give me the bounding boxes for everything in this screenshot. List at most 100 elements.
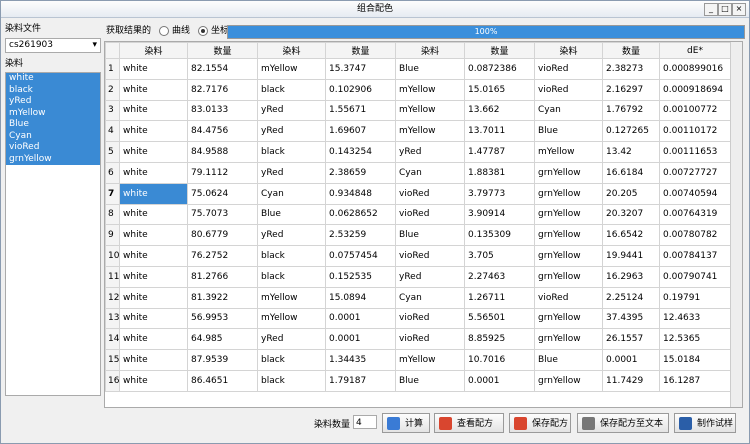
table-cell[interactable]: 86.4651 [187, 369, 258, 392]
table-cell[interactable]: white [119, 141, 188, 163]
table-cell[interactable]: 1.26711 [464, 286, 535, 309]
table-cell[interactable]: 0.102906 [325, 78, 396, 101]
table-cell[interactable]: Blue [257, 203, 326, 226]
table-cell[interactable]: 0.000899016 [659, 58, 731, 80]
table-cell[interactable]: Blue [534, 349, 603, 371]
table-cell[interactable]: 0.000918694 [659, 78, 731, 101]
table-cell[interactable]: Cyan [395, 286, 465, 309]
table-cell[interactable]: Blue [395, 224, 465, 247]
table-cell[interactable]: white [119, 120, 188, 143]
table-cell[interactable]: mYellow [395, 349, 465, 371]
table-cell[interactable]: 16.6542 [602, 224, 660, 247]
table-cell[interactable]: Cyan [257, 182, 326, 205]
table-cell[interactable]: 1.79187 [325, 369, 396, 392]
dye-item[interactable]: Blue [6, 119, 100, 131]
table-cell[interactable]: white [119, 203, 188, 226]
table-cell[interactable]: 56.9953 [187, 307, 258, 330]
table-cell[interactable]: 8.85925 [464, 328, 535, 351]
maximize[interactable]: □ [718, 3, 732, 16]
dye-item[interactable]: white [6, 73, 100, 85]
table-cell[interactable]: white [119, 99, 188, 122]
table-cell[interactable]: 0.00740594 [659, 182, 731, 205]
button-label[interactable]: 计算 [405, 419, 424, 429]
button[interactable]: 保存配方至文本 [577, 413, 669, 433]
table-cell[interactable]: grnYellow [534, 182, 603, 205]
file-combo[interactable]: cs261903 ▾ [5, 38, 101, 53]
table-cell[interactable]: 1.88381 [464, 161, 535, 184]
table-cell[interactable]: 5.56501 [464, 307, 535, 330]
table-cell[interactable]: 1.34435 [325, 349, 396, 371]
table-cell[interactable]: 0.0001 [325, 328, 396, 351]
table-cell[interactable]: 15.3747 [325, 58, 396, 80]
table-cell[interactable]: white [119, 245, 188, 267]
table-cell[interactable]: 13.42 [602, 141, 660, 163]
table-cell[interactable]: 79.1112 [187, 161, 258, 184]
table-cell[interactable]: 0.0001 [464, 369, 535, 392]
dye-item[interactable]: mYellow [6, 107, 100, 119]
table-cell[interactable]: black [257, 369, 326, 392]
table-cell[interactable]: 10.7016 [464, 349, 535, 371]
table-cell[interactable]: 81.2766 [187, 265, 258, 288]
table-cell[interactable]: black [257, 141, 326, 163]
table-cell[interactable]: 2.16297 [602, 78, 660, 101]
table-cell[interactable]: 0.127265 [602, 120, 660, 143]
table-cell[interactable]: black [257, 78, 326, 101]
table-cell[interactable]: 84.9588 [187, 141, 258, 163]
table-cell[interactable]: 11.7429 [602, 369, 660, 392]
table-cell[interactable]: 13.662 [464, 99, 535, 122]
table-cell[interactable]: black [257, 265, 326, 288]
table-cell[interactable]: 0.152535 [325, 265, 396, 288]
table-cell[interactable]: mYellow [395, 78, 465, 101]
table-cell[interactable]: 81.3922 [187, 286, 258, 309]
table-cell[interactable]: grnYellow [534, 265, 603, 288]
table-cell[interactable]: black [257, 245, 326, 267]
table-cell[interactable]: 0.00784137 [659, 245, 731, 267]
table-cell[interactable]: mYellow [395, 99, 465, 122]
table-cell[interactable]: vioRed [534, 78, 603, 101]
table-cell[interactable]: 75.7073 [187, 203, 258, 226]
table-cell[interactable]: grnYellow [534, 224, 603, 247]
table-cell[interactable]: 0.00780782 [659, 224, 731, 247]
table-cell[interactable]: 2.27463 [464, 265, 535, 288]
table-cell[interactable]: 3.705 [464, 245, 535, 267]
table-cell[interactable]: grnYellow [534, 203, 603, 226]
close[interactable]: × [732, 3, 746, 16]
table-cell[interactable]: vioRed [395, 307, 465, 330]
table-cell[interactable]: 20.3207 [602, 203, 660, 226]
button-label[interactable]: 制作试样 [697, 419, 734, 429]
table-cell[interactable]: mYellow [257, 58, 326, 80]
table-cell[interactable]: 2.53259 [325, 224, 396, 247]
table-cell[interactable]: mYellow [257, 307, 326, 330]
table-cell[interactable]: white [119, 286, 188, 309]
table-cell[interactable]: grnYellow [534, 245, 603, 267]
table-cell[interactable]: 2.38659 [325, 161, 396, 184]
table-cell[interactable]: Cyan [395, 161, 465, 184]
table-cell[interactable]: white [119, 182, 188, 205]
dye-item[interactable]: black [6, 84, 100, 96]
table-cell[interactable]: 76.2752 [187, 245, 258, 267]
table-cell[interactable]: 82.1554 [187, 58, 258, 80]
radio[interactable] [159, 25, 170, 36]
table-cell[interactable]: 64.985 [187, 328, 258, 351]
table-cell[interactable]: vioRed [395, 328, 465, 351]
table-cell[interactable]: yRed [257, 328, 326, 351]
table-cell[interactable]: vioRed [395, 182, 465, 205]
table-cell[interactable]: white [119, 349, 188, 371]
table-cell[interactable]: 0.0001 [325, 307, 396, 330]
table-cell[interactable]: 82.7176 [187, 78, 258, 101]
table-cell[interactable]: 12.4633 [659, 307, 731, 330]
radio[interactable] [198, 25, 209, 36]
table-cell[interactable]: 19.9441 [602, 245, 660, 267]
dye-item[interactable]: vioRed [6, 142, 100, 154]
table-cell[interactable]: 1.69607 [325, 120, 396, 143]
table-cell[interactable]: 0.00110172 [659, 120, 731, 143]
table-cell[interactable]: mYellow [257, 286, 326, 309]
table-cell[interactable]: yRed [257, 161, 326, 184]
table-cell[interactable]: 1.47787 [464, 141, 535, 163]
table-cell[interactable]: 0.135309 [464, 224, 535, 247]
table-cell[interactable]: Blue [395, 369, 465, 392]
table-cell[interactable]: white [119, 328, 188, 351]
dye-item[interactable]: yRed [6, 96, 100, 108]
table-cell[interactable]: 13.7011 [464, 120, 535, 143]
table-cell[interactable]: 37.4395 [602, 307, 660, 330]
